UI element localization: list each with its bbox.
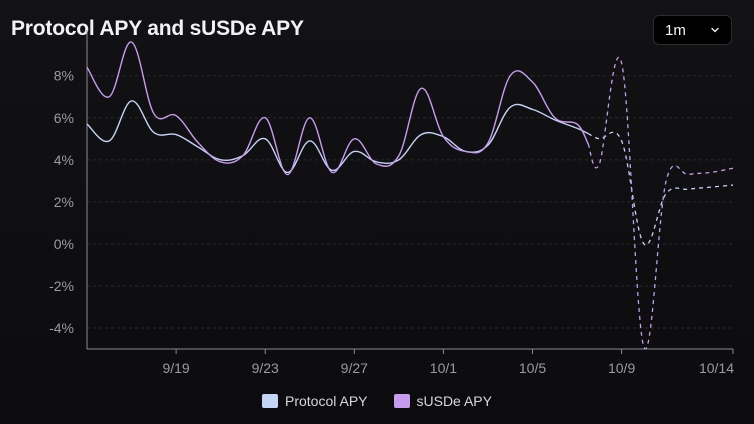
- x-tick-label: 10/9: [608, 360, 635, 376]
- x-tick-label: 10/14: [699, 360, 734, 376]
- series-projection-susde-apy: [587, 56, 734, 350]
- axes: [86, 30, 733, 350]
- grid-lines: [87, 75, 733, 329]
- legend-label-protocol: Protocol APY: [285, 393, 368, 409]
- x-tick-label: 9/23: [252, 360, 279, 376]
- x-tick-label: 9/27: [341, 360, 368, 376]
- chart-title: Protocol APY and sUSDe APY: [11, 17, 304, 40]
- y-tick-label: 4%: [54, 152, 74, 168]
- series-lines: [86, 41, 734, 350]
- y-tick-label: 8%: [54, 68, 74, 84]
- y-tick-label: -4%: [49, 320, 74, 336]
- chart-legend: Protocol APY sUSDe APY: [0, 393, 754, 409]
- y-tick-label: 6%: [54, 110, 74, 126]
- series-projection-protocol-apy: [587, 131, 734, 246]
- legend-item-protocol-apy[interactable]: Protocol APY: [262, 393, 368, 409]
- legend-label-susde: sUSDe APY: [416, 393, 492, 409]
- legend-swatch-protocol: [262, 394, 278, 408]
- series-line-protocol-apy: [86, 100, 589, 174]
- time-range-value: 1m: [665, 21, 686, 39]
- apy-line-chart: 8% 6% 4% 2% 0% -2% -4% 9/19 9/23 9/27 10/1 10/5 10/…: [49, 30, 734, 376]
- x-tick-label: 10/1: [430, 360, 457, 376]
- y-tick-label: 2%: [54, 194, 74, 210]
- legend-item-susde-apy[interactable]: sUSDe APY: [393, 393, 492, 409]
- y-axis-ticks: 8% 6% 4% 2% 0% -2% -4%: [49, 68, 74, 336]
- y-tick-label: 0%: [54, 236, 74, 252]
- time-range-select[interactable]: 1m: [653, 15, 732, 45]
- legend-swatch-susde: [393, 394, 410, 408]
- series-line-susde-apy: [86, 41, 589, 176]
- x-tick-label: 9/19: [162, 360, 189, 376]
- y-tick-label: -2%: [49, 278, 74, 294]
- chevron-down-icon: [711, 27, 719, 33]
- x-tick-label: 10/5: [519, 360, 546, 376]
- x-axis-ticks: 9/19 9/23 9/27 10/1 10/5 10/9 10/14: [162, 349, 734, 376]
